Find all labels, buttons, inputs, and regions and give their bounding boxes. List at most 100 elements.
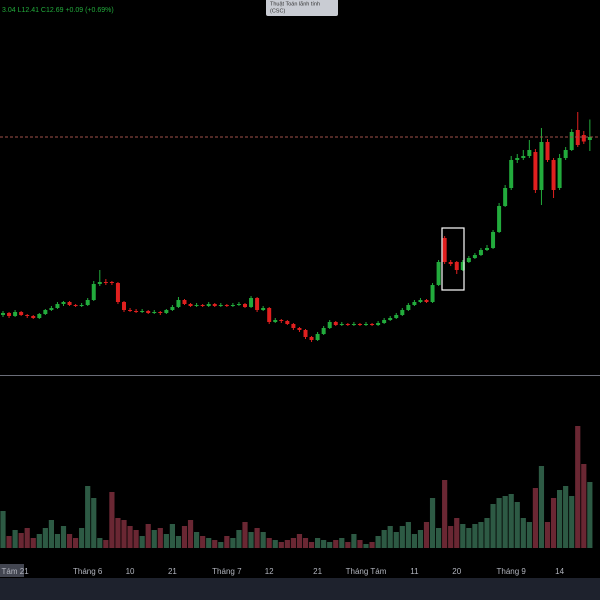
volume-bar [472, 524, 478, 548]
candle-body [109, 282, 114, 283]
candle-body [339, 324, 344, 325]
volume-bar [381, 530, 387, 548]
time-axis-labels: Tám 21 Tháng 6 10 21 Tháng 7 12 21 Tháng Tám 11 2… [0, 564, 565, 577]
volume-bar [278, 542, 284, 548]
volume-bar [557, 490, 563, 548]
candle-body [200, 305, 205, 306]
x-tick-label: Tám 21 [2, 567, 30, 576]
candle-body [194, 305, 199, 306]
candle-body [1, 313, 5, 315]
candle-body [515, 158, 520, 160]
tooltip-box [266, 0, 338, 16]
x-tick-label: Tháng 9 [497, 567, 527, 576]
volume-bar [42, 528, 48, 548]
volume-bar [151, 530, 157, 548]
volume-bar [163, 534, 169, 548]
volume-bar [169, 524, 175, 548]
candle-body [273, 320, 278, 322]
volume-bar [484, 518, 490, 548]
candle-body [97, 282, 102, 284]
volume-bar [97, 538, 103, 548]
volume-bar [442, 480, 448, 548]
volume-bar [18, 533, 24, 548]
volume-bar [236, 530, 242, 548]
volume-bar [85, 486, 91, 548]
volume-bar [532, 488, 538, 548]
candle-body [406, 305, 411, 310]
candle-body [230, 305, 235, 306]
volume-bar [466, 528, 472, 548]
volume-bar [48, 520, 54, 548]
volume-bar [66, 534, 73, 548]
volume-bar [79, 528, 85, 548]
volume-bar [194, 532, 200, 548]
candle-body [61, 302, 66, 304]
x-tick-label: 20 [452, 567, 461, 576]
candle-body [370, 324, 375, 325]
candle-body [206, 304, 211, 306]
candle-body [321, 328, 326, 334]
volume-bar [302, 538, 309, 548]
volume-bar [0, 511, 6, 548]
volume-bar [460, 524, 466, 548]
volume-bar [575, 426, 581, 548]
volume-bar [230, 538, 236, 548]
ohlc-legend: 3.04 L12.41 C12.69 +0.09 (+0.69%) [2, 7, 114, 14]
volume-bar [175, 536, 182, 548]
candle-body [37, 314, 42, 318]
volume-bar [224, 536, 230, 548]
candle-body [533, 152, 538, 190]
volume-bar [587, 482, 593, 548]
volume-bar [212, 540, 218, 548]
candle-body [152, 312, 157, 313]
candle-body [376, 323, 381, 325]
candle-body [212, 304, 217, 306]
volume-bar [544, 522, 551, 548]
candle-body [563, 150, 568, 158]
volume-bar [508, 494, 514, 548]
candle-body [491, 232, 496, 248]
candle-body [333, 322, 338, 325]
volume-bar [526, 522, 532, 548]
candle-body [140, 311, 145, 312]
candle-body [545, 142, 550, 160]
candle-body [394, 315, 399, 318]
candle-body [345, 324, 350, 325]
candle-body [182, 300, 187, 304]
volume-bar [478, 522, 484, 548]
x-tick-label: 10 [126, 567, 135, 576]
candle-body [79, 305, 84, 306]
candle-body [188, 304, 193, 306]
candle-body [103, 282, 108, 283]
volume-bar [296, 534, 303, 548]
candle-body [557, 158, 562, 188]
volume-bar [436, 528, 442, 548]
volume-bar [454, 518, 460, 548]
volume-bar [12, 530, 18, 548]
volume-bar [206, 538, 212, 548]
candle-body [569, 132, 574, 150]
volume-bar [357, 540, 363, 548]
volume-bar [60, 526, 67, 548]
candle-body [587, 137, 592, 140]
candle-body [357, 324, 362, 325]
volume-bar [369, 542, 375, 548]
volume-bar [242, 522, 248, 548]
volume-bar [393, 532, 399, 548]
candle-body [521, 156, 526, 158]
candle-body [539, 142, 544, 190]
candle-body [25, 315, 30, 316]
volume-bar [91, 498, 97, 548]
volume-bar [181, 526, 188, 548]
volume-bar [73, 538, 79, 548]
candle-body [164, 310, 169, 313]
volume-bar [218, 542, 224, 548]
candle-body [236, 304, 241, 305]
volume-bar [327, 542, 333, 548]
x-tick-label: 12 [265, 567, 274, 576]
volume-bar [200, 536, 206, 548]
candle-body [581, 135, 586, 142]
volume-bar [308, 542, 315, 548]
candle-body [436, 262, 441, 285]
